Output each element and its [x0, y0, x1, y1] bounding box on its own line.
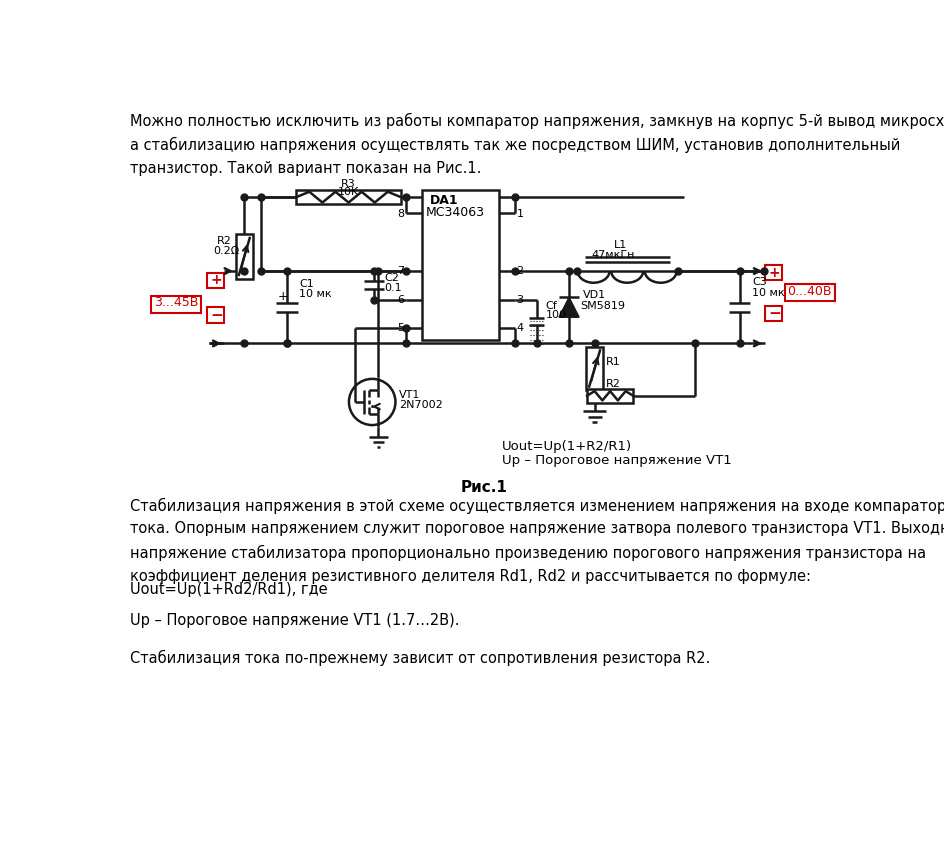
Text: 1: 1 [516, 209, 523, 218]
Text: Uout=Up(1+R2/R1): Uout=Up(1+R2/R1) [501, 440, 632, 453]
Bar [784, 284, 834, 301]
Text: Можно полностью исключить из работы компаратор напряжения, замкнув на корпус 5-й: Можно полностью исключить из работы комп… [129, 113, 944, 176]
Text: 10K: 10K [338, 187, 360, 197]
Bar [296, 190, 401, 204]
Text: Стабилизация тока по-прежнему зависит от сопротивления резистора R2.: Стабилизация тока по-прежнему зависит от… [129, 650, 710, 666]
Text: Рис.1: Рис.1 [461, 481, 507, 495]
Text: 0.2Ω: 0.2Ω [213, 246, 240, 255]
Text: +: + [768, 266, 780, 280]
Text: Up – Пороговое напряжение VT1 (1.7…2В).: Up – Пороговое напряжение VT1 (1.7…2В). [129, 613, 459, 628]
Text: 7: 7 [396, 267, 404, 276]
Bar [207, 307, 224, 322]
Text: 0...40В: 0...40В [787, 285, 832, 298]
Text: C3: C3 [752, 277, 767, 287]
Text: R2: R2 [216, 236, 231, 246]
Text: Uout=Up(1+Rd2/Rd1), где: Uout=Up(1+Rd2/Rd1), где [129, 582, 328, 597]
Text: SM5819: SM5819 [581, 301, 626, 311]
Text: +: + [211, 273, 222, 287]
Text: R2: R2 [605, 379, 620, 389]
Text: DA1: DA1 [430, 194, 458, 207]
Text: 5: 5 [397, 323, 404, 334]
Text: 10 мк: 10 мк [299, 289, 332, 298]
Bar [766, 305, 783, 321]
Text: R1: R1 [606, 357, 621, 366]
Text: −: − [768, 306, 781, 322]
Text: 4: 4 [516, 323, 524, 334]
Text: 0.1: 0.1 [384, 283, 402, 292]
Text: 2: 2 [516, 267, 524, 276]
Text: Cf: Cf [546, 301, 558, 311]
Text: R3: R3 [341, 179, 355, 188]
Text: 3: 3 [516, 295, 523, 305]
Text: 8: 8 [396, 209, 404, 218]
Text: 2N7002: 2N7002 [399, 400, 443, 409]
Text: VT1: VT1 [399, 390, 421, 400]
Text: L1: L1 [615, 240, 628, 250]
Text: +: + [278, 291, 288, 304]
Text: −: − [211, 308, 223, 323]
Text: C1: C1 [299, 279, 314, 289]
Text: 10 мк: 10 мк [752, 288, 784, 298]
Bar [236, 234, 253, 279]
Text: Стабилизация напряжения в этой схеме осуществляется изменением напряжения на вхо: Стабилизация напряжения в этой схеме осу… [129, 497, 944, 584]
Bar [150, 296, 201, 313]
Bar [587, 389, 633, 402]
Polygon shape [559, 298, 579, 317]
Text: МС34063: МС34063 [426, 206, 484, 218]
Bar [207, 273, 224, 288]
Bar [422, 190, 499, 341]
Text: 6: 6 [397, 295, 404, 305]
Bar [766, 265, 783, 280]
Text: VD1: VD1 [583, 291, 606, 300]
Text: 47мкГн: 47мкГн [592, 249, 635, 260]
Bar [586, 347, 603, 390]
Text: C2: C2 [384, 273, 399, 284]
Text: 100: 100 [546, 310, 566, 320]
Text: 3...45В: 3...45В [154, 297, 198, 310]
Text: Up – Пороговое напряжение VT1: Up – Пороговое напряжение VT1 [501, 453, 732, 466]
